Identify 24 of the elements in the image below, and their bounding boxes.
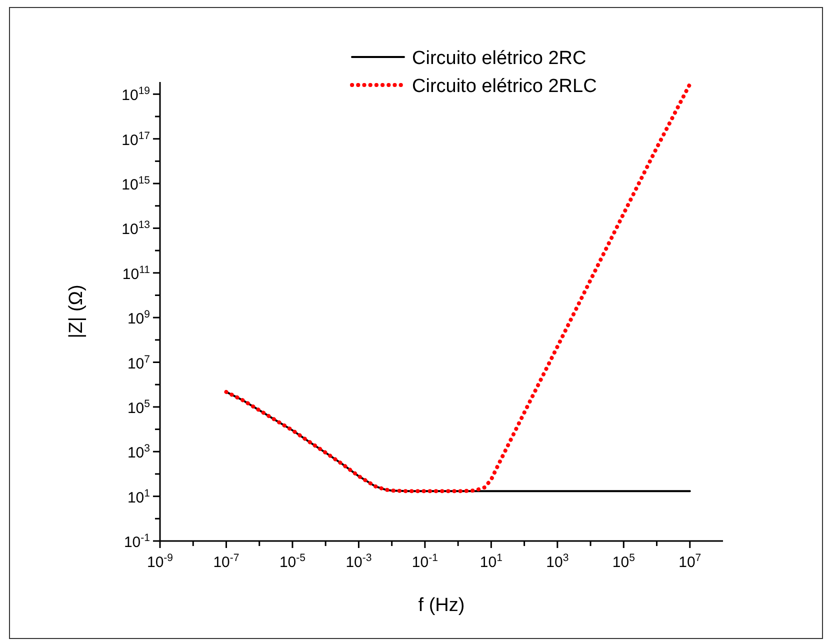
y-tick-label: 10$^{17}$ xyxy=(122,130,150,149)
y-tick-label: 10$^{3}$ xyxy=(127,442,150,462)
x-tick-label: 10$^{5}$ xyxy=(612,552,636,571)
y-tick-label: 10$^{9}$ xyxy=(127,308,150,328)
y-tick-label: 10$^{1}$ xyxy=(127,487,150,506)
y-tick-label: 10$^{15}$ xyxy=(122,174,150,194)
x-axis-title: f (Hz) xyxy=(418,595,465,616)
y-tick-label: 10$^{5}$ xyxy=(127,398,150,417)
x-tick-label: 10$^{3}$ xyxy=(546,552,569,571)
y-axis-title: |Z| (Ω) xyxy=(66,284,87,338)
x-tick-label: 10$^{-3}$ xyxy=(346,552,372,571)
legend-label: Circuito elétrico 2RLC xyxy=(412,76,597,97)
y-tick-label: 10$^{7}$ xyxy=(127,353,150,372)
x-tick-label: 10$^{1}$ xyxy=(480,552,503,571)
x-tick-label: 10$^{-9}$ xyxy=(146,552,174,571)
y-tick-label: 10$^{19}$ xyxy=(122,85,150,104)
x-tick-label: 10$^{-5}$ xyxy=(279,552,306,571)
y-tick-label: 10$^{13}$ xyxy=(122,219,150,238)
y-tick-label: 10$^{11}$ xyxy=(122,264,150,283)
x-tick-label: 10$^{-7}$ xyxy=(213,552,240,571)
x-tick-label: 10$^{-1}$ xyxy=(412,552,438,571)
y-tick-label: 10$^{-1}$ xyxy=(124,532,150,551)
legend-label: Circuito elétrico 2RC xyxy=(412,48,586,69)
x-tick-label: 10$^{7}$ xyxy=(678,552,702,571)
